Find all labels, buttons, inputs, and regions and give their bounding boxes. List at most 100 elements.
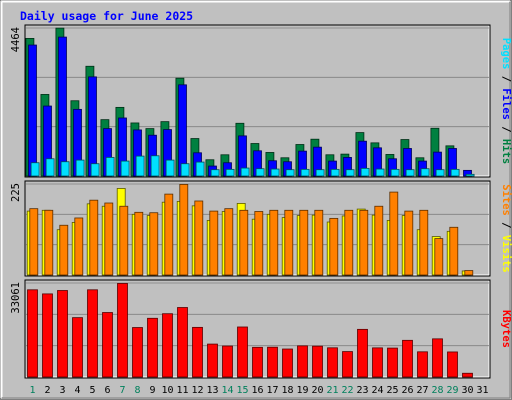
day-label-15: 15 xyxy=(236,385,248,396)
bar-kbytes-day-23 xyxy=(357,328,368,378)
bar-pages-day-28 xyxy=(435,169,445,177)
bar-kbytes-day-14 xyxy=(222,345,233,378)
bar-kbytes-day-15 xyxy=(237,326,248,378)
bar-pages-day-11 xyxy=(180,163,190,177)
bar-sites-day-16 xyxy=(254,211,264,276)
panel-1: 225 Sites / Visits xyxy=(10,180,512,277)
day-label-28: 28 xyxy=(431,385,443,396)
bar-kbytes-day-29 xyxy=(447,351,458,378)
day-label-7: 7 xyxy=(119,385,125,396)
day-label-8: 8 xyxy=(134,385,140,396)
legend-kbytes: KBytes xyxy=(500,310,512,348)
bar-files-day-3 xyxy=(58,36,67,177)
bar-pages-day-21 xyxy=(330,168,340,177)
bar-sites-day-22 xyxy=(344,209,354,276)
series-legend: Sites / Visits xyxy=(500,184,512,273)
bar-kbytes-day-2 xyxy=(42,293,53,378)
day-label-22: 22 xyxy=(341,385,353,396)
bar-sites-day-26 xyxy=(404,210,414,276)
bar-kbytes-day-13 xyxy=(207,343,218,378)
bar-kbytes-day-22 xyxy=(342,351,353,378)
bar-pages-day-30 xyxy=(465,173,475,177)
legend-separator: / xyxy=(500,120,512,139)
chart-panels: 4464 Pages / Files / Hits 225 Sites / Visit… xyxy=(10,24,512,379)
bar-kbytes-day-7 xyxy=(117,283,128,378)
day-label-18: 18 xyxy=(281,385,293,396)
bar-pages-day-14 xyxy=(225,168,235,177)
day-label-11: 11 xyxy=(176,385,188,396)
bar-kbytes-day-24 xyxy=(372,347,383,378)
bar-sites-day-11 xyxy=(179,183,189,276)
bar-kbytes-day-27 xyxy=(417,351,428,378)
bar-sites-day-1 xyxy=(29,208,39,276)
bar-sites-day-10 xyxy=(164,193,174,276)
bar-pages-day-1 xyxy=(30,162,40,177)
bar-sites-day-12 xyxy=(194,200,204,276)
bar-sites-day-30 xyxy=(464,270,474,276)
bar-pages-day-4 xyxy=(75,159,85,177)
bar-kbytes-day-12 xyxy=(192,326,203,378)
day-label-2: 2 xyxy=(44,385,50,396)
bar-pages-day-8 xyxy=(135,155,145,177)
day-label-17: 17 xyxy=(266,385,278,396)
day-label-19: 19 xyxy=(296,385,308,396)
bar-sites-day-14 xyxy=(224,208,234,276)
bar-sites-day-5 xyxy=(89,199,99,276)
bar-kbytes-day-8 xyxy=(132,327,143,378)
series-legend: KBytes xyxy=(500,310,512,348)
bar-sites-day-23 xyxy=(359,209,369,276)
bar-kbytes-day-1 xyxy=(27,289,38,378)
y-max-label: 4464 xyxy=(10,27,22,52)
bar-kbytes-day-9 xyxy=(147,317,158,378)
bar-pages-day-15 xyxy=(240,167,250,177)
bar-sites-day-8 xyxy=(134,211,144,276)
bar-kbytes-day-10 xyxy=(162,313,173,378)
bar-sites-day-18 xyxy=(284,209,294,276)
bar-kbytes-day-4 xyxy=(72,317,83,378)
bar-pages-day-7 xyxy=(120,160,130,177)
bar-pages-day-19 xyxy=(300,168,310,177)
day-label-3: 3 xyxy=(59,385,65,396)
y-max-label: 33061 xyxy=(10,282,22,314)
bar-pages-day-5 xyxy=(90,163,100,177)
day-label-30: 30 xyxy=(461,385,473,396)
bar-kbytes-day-6 xyxy=(102,312,113,378)
day-label-4: 4 xyxy=(74,385,80,396)
bar-kbytes-day-17 xyxy=(267,346,278,378)
day-label-31: 31 xyxy=(476,385,488,396)
bar-kbytes-day-20 xyxy=(312,345,323,378)
bar-sites-day-7 xyxy=(119,205,129,276)
y-max-label: 225 xyxy=(10,183,22,202)
day-label-9: 9 xyxy=(149,385,155,396)
bar-pages-day-2 xyxy=(45,158,55,177)
bar-pages-day-18 xyxy=(285,169,295,177)
bar-kbytes-day-28 xyxy=(432,338,443,378)
day-label-23: 23 xyxy=(356,385,368,396)
bar-kbytes-day-21 xyxy=(327,347,338,378)
bar-sites-day-29 xyxy=(449,226,459,276)
bar-kbytes-day-11 xyxy=(177,307,188,378)
bar-sites-day-6 xyxy=(104,202,114,276)
bar-pages-day-17 xyxy=(270,168,280,177)
bar-pages-day-9 xyxy=(150,155,160,177)
bar-kbytes-day-3 xyxy=(57,290,68,378)
bar-kbytes-day-16 xyxy=(252,346,263,378)
day-label-20: 20 xyxy=(311,385,323,396)
day-label-24: 24 xyxy=(371,385,383,396)
bar-sites-day-13 xyxy=(209,210,219,276)
bar-pages-day-26 xyxy=(405,169,415,177)
bar-sites-day-24 xyxy=(374,205,384,276)
bar-pages-day-27 xyxy=(420,168,430,177)
bar-pages-day-24 xyxy=(375,168,385,177)
legend-pages: Pages xyxy=(500,38,512,70)
bar-pages-day-12 xyxy=(195,161,205,177)
series-legend: Pages / Files / Hits xyxy=(500,38,512,164)
day-label-21: 21 xyxy=(326,385,338,396)
day-label-16: 16 xyxy=(251,385,263,396)
bar-pages-day-6 xyxy=(105,157,115,177)
bar-kbytes-day-19 xyxy=(297,345,308,378)
day-label-5: 5 xyxy=(89,385,95,396)
bar-sites-day-27 xyxy=(419,209,429,276)
bar-sites-day-17 xyxy=(269,209,279,276)
